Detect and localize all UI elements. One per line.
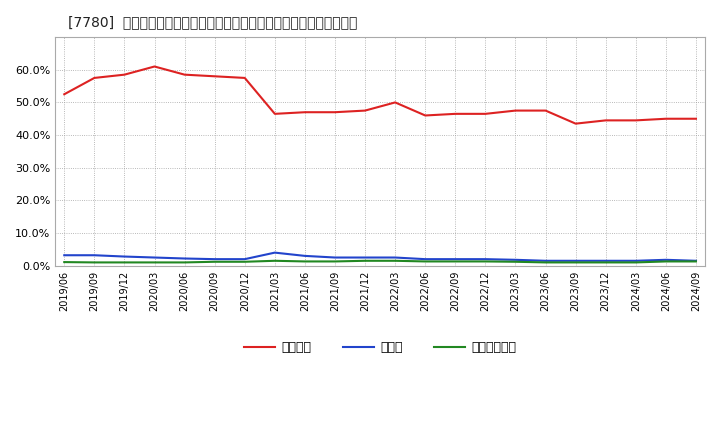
- 自己資本: [481, 111, 490, 117]
- 自己資本: [421, 113, 430, 118]
- のれん: [391, 255, 400, 260]
- 繰延税金資産: [210, 259, 219, 264]
- のれん: [511, 257, 520, 262]
- 繰延税金資産: [180, 260, 189, 265]
- のれん: [361, 255, 369, 260]
- のれん: [150, 255, 159, 260]
- 繰延税金資産: [120, 260, 129, 265]
- 繰延税金資産: [541, 260, 550, 265]
- 繰延税金資産: [271, 258, 279, 264]
- 自己資本: [541, 108, 550, 113]
- のれん: [481, 257, 490, 262]
- 繰延税金資産: [662, 259, 670, 264]
- のれん: [692, 258, 701, 264]
- 自己資本: [601, 118, 610, 123]
- のれん: [300, 253, 309, 259]
- 自己資本: [271, 111, 279, 117]
- Line: 繰延税金資産: 繰延税金資産: [64, 261, 696, 262]
- 自己資本: [692, 116, 701, 121]
- 繰延税金資産: [240, 259, 249, 264]
- 自己資本: [361, 108, 369, 113]
- のれん: [210, 257, 219, 262]
- 自己資本: [662, 116, 670, 121]
- 自己資本: [572, 121, 580, 126]
- 繰延税金資産: [511, 259, 520, 264]
- Line: 自己資本: 自己資本: [64, 66, 696, 124]
- 繰延税金資産: [421, 259, 430, 264]
- 繰延税金資産: [391, 258, 400, 264]
- のれん: [330, 255, 339, 260]
- のれん: [240, 257, 249, 262]
- Text: [7780]  自己資本、のれん、繰延税金資産の総資産に対する比率の推移: [7780] 自己資本、のれん、繰延税金資産の総資産に対する比率の推移: [68, 15, 358, 29]
- 繰延税金資産: [572, 260, 580, 265]
- のれん: [271, 250, 279, 255]
- のれん: [120, 254, 129, 259]
- 繰延税金資産: [631, 260, 640, 265]
- 自己資本: [451, 111, 459, 117]
- 繰延税金資産: [451, 259, 459, 264]
- 繰延税金資産: [90, 260, 99, 265]
- のれん: [601, 258, 610, 264]
- のれん: [572, 258, 580, 264]
- 繰延税金資産: [330, 259, 339, 264]
- 自己資本: [330, 110, 339, 115]
- のれん: [90, 253, 99, 258]
- 繰延税金資産: [60, 260, 68, 265]
- 自己資本: [90, 75, 99, 81]
- のれん: [662, 257, 670, 262]
- 自己資本: [120, 72, 129, 77]
- のれん: [421, 257, 430, 262]
- 自己資本: [631, 118, 640, 123]
- のれん: [451, 257, 459, 262]
- 繰延税金資産: [300, 259, 309, 264]
- 繰延税金資産: [361, 258, 369, 264]
- 自己資本: [240, 75, 249, 81]
- Line: のれん: のれん: [64, 253, 696, 261]
- のれん: [541, 258, 550, 264]
- のれん: [60, 253, 68, 258]
- のれん: [180, 256, 189, 261]
- 自己資本: [150, 64, 159, 69]
- 自己資本: [300, 110, 309, 115]
- のれん: [631, 258, 640, 264]
- Legend: 自己資本, のれん, 繰延税金資産: 自己資本, のれん, 繰延税金資産: [239, 336, 521, 359]
- 自己資本: [210, 73, 219, 79]
- 繰延税金資産: [601, 260, 610, 265]
- 自己資本: [511, 108, 520, 113]
- 繰延税金資産: [692, 259, 701, 264]
- 自己資本: [180, 72, 189, 77]
- 繰延税金資産: [481, 259, 490, 264]
- 自己資本: [60, 92, 68, 97]
- 自己資本: [391, 100, 400, 105]
- 繰延税金資産: [150, 260, 159, 265]
